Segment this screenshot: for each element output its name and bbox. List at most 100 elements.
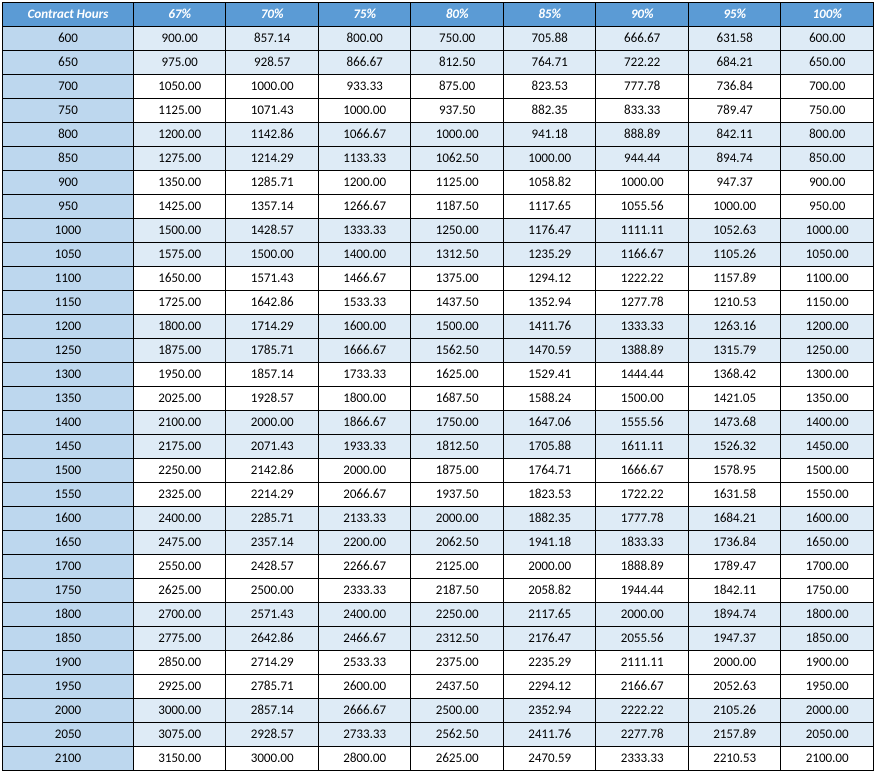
cell: 1500.00 — [596, 387, 689, 411]
cell: 1888.89 — [596, 555, 689, 579]
col-header: 100% — [781, 3, 874, 27]
cell: 1642.86 — [226, 291, 319, 315]
cell: 2000.00 — [503, 555, 596, 579]
cell: 1133.33 — [318, 147, 411, 171]
cell: 1350.00 — [781, 387, 874, 411]
cell: 1750.00 — [411, 411, 504, 435]
cell: 2375.00 — [411, 651, 504, 675]
cell: 1611.11 — [596, 435, 689, 459]
cell: 866.67 — [318, 51, 411, 75]
cell: 2222.22 — [596, 699, 689, 723]
cell: 1684.21 — [688, 507, 781, 531]
cell: 1058.82 — [503, 171, 596, 195]
cell: 750 — [3, 99, 134, 123]
cell: 1187.50 — [411, 195, 504, 219]
cell: 1333.33 — [318, 219, 411, 243]
cell: 2200.00 — [318, 531, 411, 555]
cell: 2400.00 — [318, 603, 411, 627]
table-row: 7501125.001071.431000.00937.50882.35833.… — [3, 99, 874, 123]
cell: 1250 — [3, 339, 134, 363]
cell: 875.00 — [411, 75, 504, 99]
cell: 1214.29 — [226, 147, 319, 171]
cell: 2625.00 — [411, 747, 504, 771]
cell: 1666.67 — [596, 459, 689, 483]
cell: 1312.50 — [411, 243, 504, 267]
table-row: 12501875.001785.711666.671562.501470.591… — [3, 339, 874, 363]
cell: 1578.95 — [688, 459, 781, 483]
cell: 1277.78 — [596, 291, 689, 315]
cell: 1705.88 — [503, 435, 596, 459]
cell: 1647.06 — [503, 411, 596, 435]
cell: 2925.00 — [133, 675, 226, 699]
cell: 2166.67 — [596, 675, 689, 699]
table-row: 18002700.002571.432400.002250.002117.652… — [3, 603, 874, 627]
cell: 1200 — [3, 315, 134, 339]
cell: 1933.33 — [318, 435, 411, 459]
cell: 1588.24 — [503, 387, 596, 411]
cell: 650.00 — [781, 51, 874, 75]
cell: 1266.67 — [318, 195, 411, 219]
cell: 1562.50 — [411, 339, 504, 363]
cell: 800.00 — [781, 123, 874, 147]
cell: 1062.50 — [411, 147, 504, 171]
cell: 1944.44 — [596, 579, 689, 603]
cell: 1575.00 — [133, 243, 226, 267]
cell: 1450.00 — [781, 435, 874, 459]
cell: 1105.26 — [688, 243, 781, 267]
table-row: 10501575.001500.001400.001312.501235.291… — [3, 243, 874, 267]
cell: 1157.89 — [688, 267, 781, 291]
cell: 2325.00 — [133, 483, 226, 507]
cell: 1725.00 — [133, 291, 226, 315]
cell: 1375.00 — [411, 267, 504, 291]
cell: 1600.00 — [781, 507, 874, 531]
table-row: 9001350.001285.711200.001125.001058.8210… — [3, 171, 874, 195]
cell: 1166.67 — [596, 243, 689, 267]
cell: 2000.00 — [226, 411, 319, 435]
cell: 1857.14 — [226, 363, 319, 387]
table-row: 12001800.001714.291600.001500.001411.761… — [3, 315, 874, 339]
cell: 1150 — [3, 291, 134, 315]
cell: 850 — [3, 147, 134, 171]
cell: 2058.82 — [503, 579, 596, 603]
cell: 1444.44 — [596, 363, 689, 387]
cell: 937.50 — [411, 99, 504, 123]
cell: 600.00 — [781, 27, 874, 51]
cell: 2071.43 — [226, 435, 319, 459]
cell: 1235.29 — [503, 243, 596, 267]
cell: 800 — [3, 123, 134, 147]
table-body: 600900.00857.14800.00750.00705.88666.676… — [3, 27, 874, 771]
cell: 2100.00 — [133, 411, 226, 435]
cell: 1800 — [3, 603, 134, 627]
cell: 888.89 — [596, 123, 689, 147]
cell: 1368.42 — [688, 363, 781, 387]
table-row: 20003000.002857.142666.672500.002352.942… — [3, 699, 874, 723]
table-row: 14002100.002000.001866.671750.001647.061… — [3, 411, 874, 435]
cell: 2175.00 — [133, 435, 226, 459]
cell: 1555.56 — [596, 411, 689, 435]
table-row: 15002250.002142.862000.001875.001764.711… — [3, 459, 874, 483]
cell: 2117.65 — [503, 603, 596, 627]
cell: 882.35 — [503, 99, 596, 123]
cell: 1666.67 — [318, 339, 411, 363]
cell: 1250.00 — [781, 339, 874, 363]
cell: 2294.12 — [503, 675, 596, 699]
cell: 2500.00 — [226, 579, 319, 603]
cell: 1352.94 — [503, 291, 596, 315]
cell: 2625.00 — [133, 579, 226, 603]
cell: 764.71 — [503, 51, 596, 75]
table-row: 16002400.002285.712133.332000.001882.351… — [3, 507, 874, 531]
col-header: 75% — [318, 3, 411, 27]
cell: 2266.67 — [318, 555, 411, 579]
cell: 1285.71 — [226, 171, 319, 195]
cell: 2277.78 — [596, 723, 689, 747]
cell: 2562.50 — [411, 723, 504, 747]
cell: 1000.00 — [318, 99, 411, 123]
table-row: 17502625.002500.002333.332187.502058.821… — [3, 579, 874, 603]
cell: 2700.00 — [133, 603, 226, 627]
cell: 1450 — [3, 435, 134, 459]
cell: 1473.68 — [688, 411, 781, 435]
cell: 1650.00 — [133, 267, 226, 291]
cell: 1300 — [3, 363, 134, 387]
cell: 2666.67 — [318, 699, 411, 723]
cell: 2055.56 — [596, 627, 689, 651]
